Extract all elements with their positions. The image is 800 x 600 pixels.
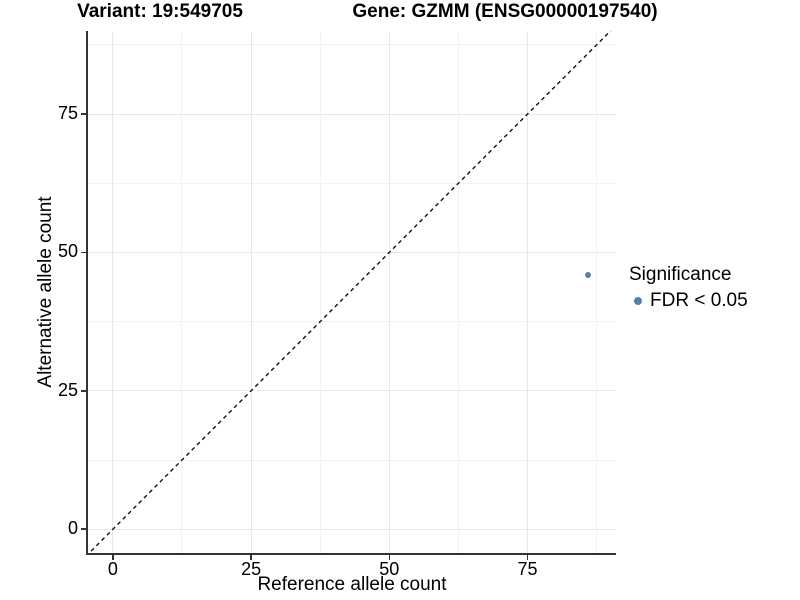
x-axis-tick [526,555,529,560]
y-major-gridline [88,390,616,392]
y-axis-tick [81,390,86,392]
x-axis-line [86,553,616,555]
x-axis-title: Reference allele count [257,574,447,595]
x-axis-tick [112,555,114,560]
y-major-gridline [88,113,616,115]
x-axis-tick [388,555,391,560]
x-tick-label: 75 [517,559,538,579]
x-major-gridline [527,31,529,553]
legend-label: FDR < 0.05 [650,289,748,311]
x-minor-gridline [457,31,459,553]
x-axis-tick [250,555,252,560]
variant-title: Variant: 19:549705 [77,1,243,22]
y-axis-line [86,31,88,555]
x-tick-label: 50 [379,559,400,579]
y-tick-label: 50 [57,241,78,262]
legend: Significance FDR < 0.05 [629,264,748,313]
legend-entry: FDR < 0.05 [629,290,748,313]
x-major-gridline [250,31,252,553]
y-axis-tick [81,528,86,530]
y-minor-gridline [88,321,616,323]
gene-title: Gene: GZMM (ENSG00000197540) [352,1,658,22]
y-major-gridline [88,528,616,530]
x-major-gridline [388,31,390,553]
x-tick-label: 25 [241,559,262,579]
x-minor-gridline [319,31,321,553]
x-major-gridline [112,31,114,553]
y-tick-label: 75 [57,103,78,124]
y-major-gridline [88,251,616,253]
data-point [585,271,592,278]
legend-key-dot-icon [634,297,642,306]
plot-panel [88,31,616,553]
y-tick-label: 0 [67,518,78,539]
x-tick-label: 0 [107,559,118,579]
identity-line-layer [88,31,612,553]
identity-line [88,31,612,553]
y-minor-gridline [88,182,616,184]
y-minor-gridline [88,459,616,461]
y-minor-gridline [88,44,616,46]
y-axis-title: Alternative allele count [35,196,56,388]
legend-title: Significance [629,264,732,285]
y-axis-tick [81,251,86,254]
x-minor-gridline [596,31,598,553]
y-axis-tick [81,113,86,115]
x-minor-gridline [181,31,183,553]
y-tick-label: 25 [57,379,78,400]
